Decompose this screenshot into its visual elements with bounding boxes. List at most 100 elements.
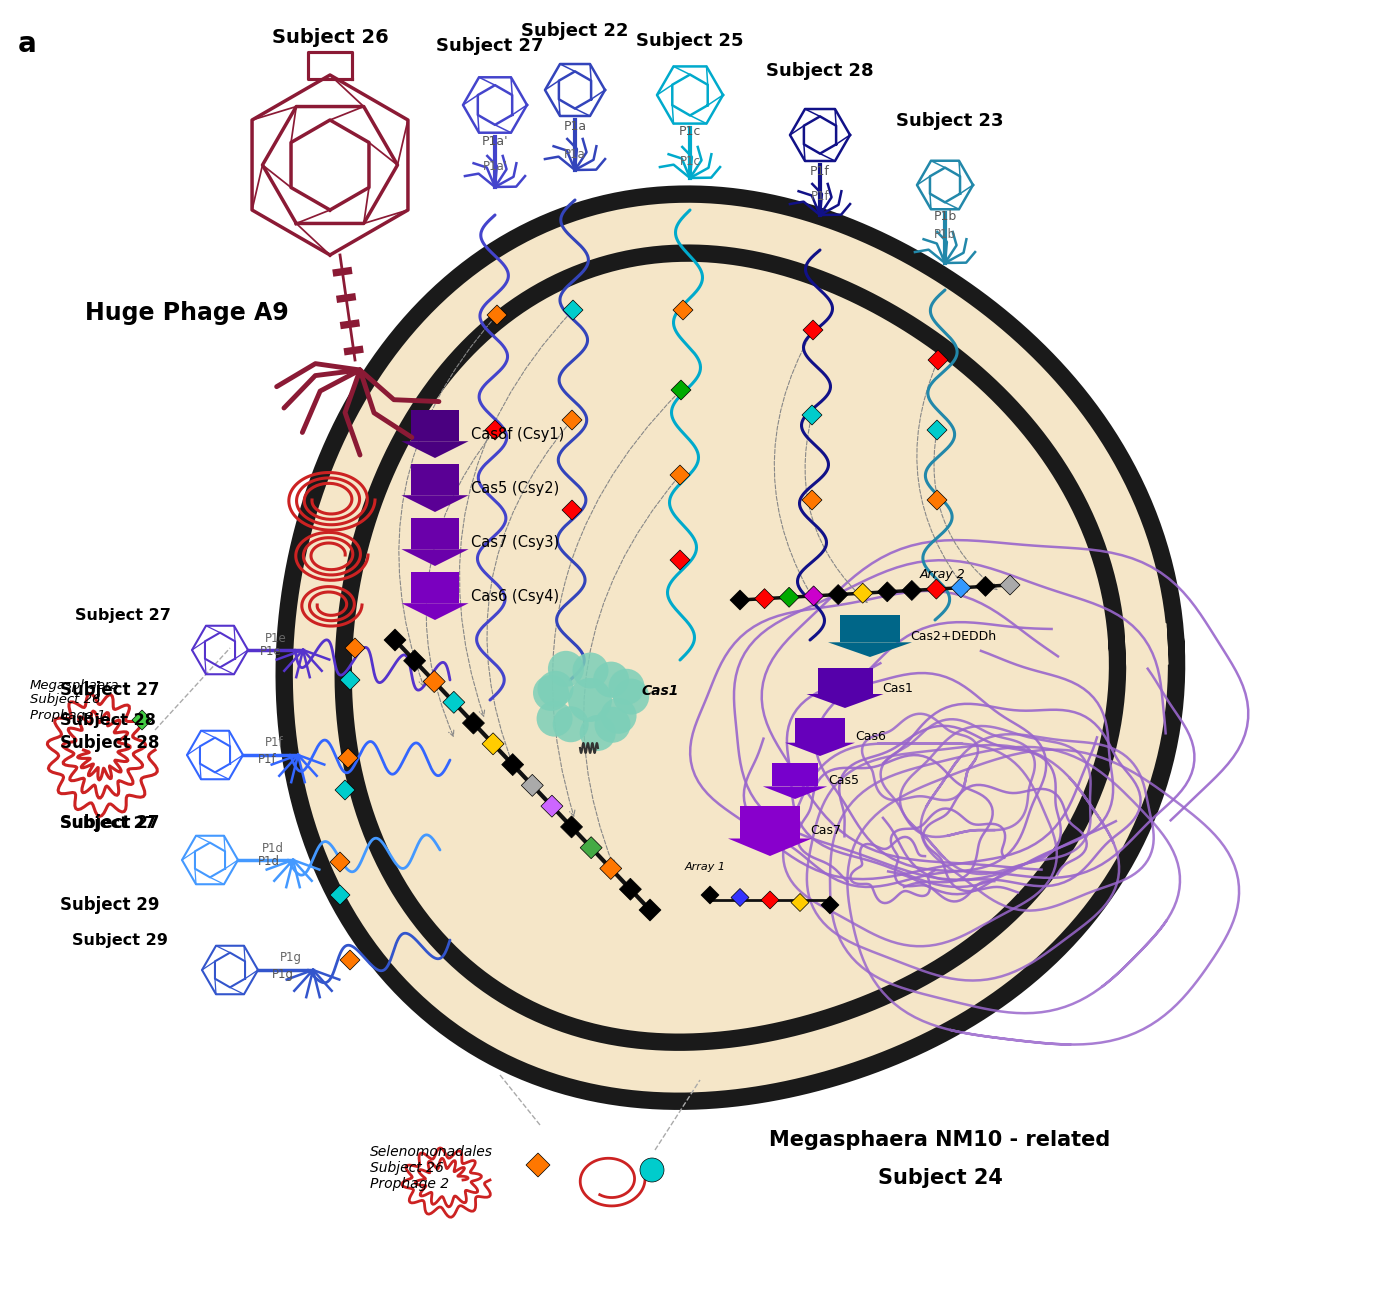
Polygon shape <box>580 836 602 859</box>
Text: Array 1: Array 1 <box>685 863 727 872</box>
Polygon shape <box>755 588 774 609</box>
Polygon shape <box>344 638 365 657</box>
Polygon shape <box>402 442 469 457</box>
Text: Subject 28: Subject 28 <box>60 735 160 752</box>
Polygon shape <box>927 579 946 599</box>
Polygon shape <box>671 550 690 570</box>
Polygon shape <box>462 712 484 735</box>
Text: Cas6: Cas6 <box>855 731 886 744</box>
Polygon shape <box>927 420 946 440</box>
Bar <box>818 668 872 694</box>
Polygon shape <box>762 891 778 908</box>
Polygon shape <box>731 889 749 907</box>
Polygon shape <box>337 748 358 769</box>
Text: Megasphaera NM10 - related: Megasphaera NM10 - related <box>770 1131 1110 1150</box>
Bar <box>741 806 799 839</box>
Text: P1b: P1b <box>934 227 956 240</box>
Text: Subject 28: Subject 28 <box>766 61 874 80</box>
Bar <box>412 410 459 442</box>
Polygon shape <box>521 774 543 796</box>
Polygon shape <box>563 301 582 320</box>
Text: P1a': P1a' <box>482 135 508 148</box>
Polygon shape <box>671 465 690 485</box>
Circle shape <box>553 706 588 742</box>
Polygon shape <box>487 305 507 325</box>
Polygon shape <box>402 549 469 566</box>
Polygon shape <box>330 885 350 904</box>
Polygon shape <box>340 670 360 690</box>
Circle shape <box>573 652 609 689</box>
Polygon shape <box>132 710 153 731</box>
Circle shape <box>538 670 574 707</box>
Polygon shape <box>763 787 827 799</box>
Circle shape <box>580 715 616 752</box>
Polygon shape <box>785 742 855 755</box>
Circle shape <box>536 701 573 737</box>
Polygon shape <box>561 410 582 430</box>
Text: P1c: P1c <box>679 125 701 139</box>
Text: Subject 28: Subject 28 <box>60 714 155 728</box>
Polygon shape <box>335 780 356 800</box>
Bar <box>412 464 459 495</box>
Text: Subject 27: Subject 27 <box>76 608 171 623</box>
Text: Subject 29: Subject 29 <box>60 897 160 914</box>
Text: Subject 23: Subject 23 <box>896 112 1004 129</box>
Text: Cas5 (Csy2): Cas5 (Csy2) <box>470 481 559 495</box>
Text: P1d: P1d <box>258 855 280 868</box>
Circle shape <box>613 678 650 715</box>
Polygon shape <box>482 733 504 755</box>
Text: Cas7 (Csy3): Cas7 (Csy3) <box>470 535 559 549</box>
Text: Subject 26: Subject 26 <box>272 27 388 47</box>
Polygon shape <box>802 405 822 425</box>
Polygon shape <box>827 642 911 657</box>
Circle shape <box>595 707 630 742</box>
Text: Huge Phage A9: Huge Phage A9 <box>85 301 288 325</box>
Text: P1g: P1g <box>272 968 294 982</box>
Polygon shape <box>829 584 848 605</box>
Polygon shape <box>951 578 972 597</box>
Circle shape <box>609 669 644 704</box>
Circle shape <box>601 698 637 733</box>
Polygon shape <box>384 629 406 651</box>
Text: P1e: P1e <box>260 644 281 657</box>
Polygon shape <box>561 501 582 520</box>
Text: P1d: P1d <box>262 842 284 855</box>
Polygon shape <box>638 899 661 921</box>
Polygon shape <box>423 670 445 693</box>
Polygon shape <box>402 495 469 512</box>
Text: P1a: P1a <box>564 148 585 161</box>
Bar <box>412 572 459 604</box>
Polygon shape <box>330 852 350 872</box>
Polygon shape <box>729 589 750 610</box>
Polygon shape <box>314 223 1147 1072</box>
Polygon shape <box>928 350 948 370</box>
Polygon shape <box>403 650 426 672</box>
Text: Cas7: Cas7 <box>811 825 841 838</box>
Text: P1c: P1c <box>679 156 700 169</box>
Text: Subject 27: Subject 27 <box>437 37 543 55</box>
Polygon shape <box>778 587 799 608</box>
Text: Cas6 (Csy4): Cas6 (Csy4) <box>470 588 559 604</box>
Text: Cas2+DEDDh: Cas2+DEDDh <box>910 630 997 643</box>
Text: Array 2: Array 2 <box>920 569 966 582</box>
Text: a: a <box>18 30 36 58</box>
Text: Subject 22: Subject 22 <box>521 22 629 41</box>
Bar <box>795 718 846 742</box>
Polygon shape <box>671 380 692 400</box>
Polygon shape <box>402 604 469 620</box>
Polygon shape <box>728 839 812 856</box>
Text: P1e: P1e <box>265 631 287 644</box>
Text: P1f: P1f <box>811 190 829 203</box>
Polygon shape <box>802 490 822 510</box>
Polygon shape <box>878 582 897 601</box>
Text: Subject 27: Subject 27 <box>60 681 160 699</box>
Text: Subject 25: Subject 25 <box>636 31 743 50</box>
Text: Selenomonadales
Subject 26
Prophage 2: Selenomonadales Subject 26 Prophage 2 <box>370 1145 493 1192</box>
Text: P1f: P1f <box>811 165 830 178</box>
Text: P1b: P1b <box>934 210 956 223</box>
Text: Cas8f (Csy1): Cas8f (Csy1) <box>470 426 564 442</box>
Text: Subject 24: Subject 24 <box>878 1168 1002 1188</box>
Polygon shape <box>976 576 995 596</box>
Text: Cas5: Cas5 <box>827 775 860 788</box>
Polygon shape <box>701 886 720 904</box>
